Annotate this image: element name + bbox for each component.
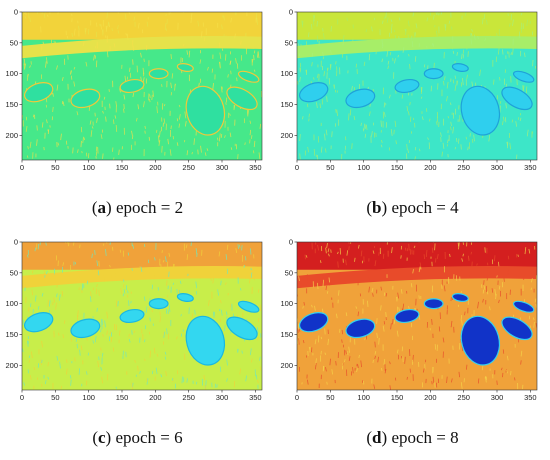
x-tick-label: 150: [391, 163, 404, 172]
x-tick-label: 200: [149, 393, 162, 402]
x-tick-label: 200: [149, 163, 162, 172]
x-tick-label: 150: [391, 393, 404, 402]
heatmap-d: 0 50 100 150 200 250 300 350 0 50 100 150 200: [280, 238, 538, 402]
heatmap-image-d: [297, 242, 537, 390]
y-tick-label: 150: [280, 330, 293, 339]
y-tick-label: 50: [285, 38, 293, 47]
y-tick-label: 0: [14, 238, 18, 247]
x-tick-label: 150: [116, 163, 129, 172]
y-tick-label: 0: [289, 8, 293, 17]
y-tick-label: 200: [5, 361, 18, 370]
y-tick-label: 50: [10, 38, 18, 47]
caption-c: (c) epoch = 6: [92, 428, 183, 447]
x-tick-label: 250: [457, 163, 470, 172]
x-tick-label: 0: [295, 163, 299, 172]
x-tick-label: 0: [295, 393, 299, 402]
x-tick-label: 50: [51, 163, 59, 172]
heatmap-image-c: [22, 242, 262, 390]
caption-a-text: epoch = 2: [115, 198, 184, 217]
panel-a: 0 50 100 150 200 250 300 350 0 50 100 150 200: [0, 0, 275, 190]
plot-frame: [296, 241, 538, 391]
x-tick-label: 0: [20, 163, 24, 172]
x-tick-label: 300: [491, 163, 504, 172]
panel-b: 0 50 100 150 200 250 300 350 0 50 100 150 200: [275, 0, 550, 190]
plot-frame: [21, 11, 263, 161]
y-tick-label: 50: [285, 268, 293, 277]
plot-frame: [296, 11, 538, 161]
x-tick-label: 350: [249, 163, 262, 172]
caption-d-letter: d: [372, 428, 382, 447]
y-tick-label: 0: [14, 8, 18, 17]
x-tick-label: 100: [82, 163, 95, 172]
heatmap-image-b: [297, 12, 537, 160]
caption-d-text: epoch = 8: [391, 428, 459, 447]
caption-a: (a) epoch = 2: [91, 198, 184, 217]
panel-d: 0 50 100 150 200 250 300 350 0 50 100 150 200: [275, 230, 550, 420]
heatmap-c: 0 50 100 150 200 250 300 350 0 50 100 150 200: [5, 238, 263, 402]
y-tick-label: 150: [5, 100, 18, 109]
x-tick-label: 300: [216, 393, 229, 402]
x-tick-label: 100: [357, 163, 370, 172]
caption-b-letter: b: [372, 198, 382, 217]
x-tick-label: 100: [82, 393, 95, 402]
x-tick-label: 300: [216, 163, 229, 172]
y-tick-label: 100: [5, 69, 18, 78]
caption-b: (b) epoch = 4: [366, 198, 459, 217]
caption-c-letter: c: [98, 428, 106, 447]
panel-c: 0 50 100 150 200 250 300 350 0 50 100 150 200: [0, 230, 275, 420]
y-tick-label: 0: [289, 238, 293, 247]
x-tick-label: 200: [424, 163, 437, 172]
x-tick-label: 350: [249, 393, 262, 402]
x-tick-label: 200: [424, 393, 437, 402]
plot-frame: [21, 241, 263, 391]
x-tick-label: 50: [326, 393, 334, 402]
y-tick-label: 100: [280, 299, 293, 308]
y-tick-label: 150: [5, 330, 18, 339]
caption-d: (d) epoch = 8: [366, 428, 459, 447]
y-tick-label: 200: [5, 131, 18, 140]
y-tick-label: 150: [280, 100, 293, 109]
x-tick-label: 50: [51, 393, 59, 402]
x-tick-label: 50: [326, 163, 334, 172]
x-tick-label: 350: [524, 393, 537, 402]
y-tick-label: 200: [280, 361, 293, 370]
y-tick-label: 100: [280, 69, 293, 78]
x-tick-label: 150: [116, 393, 129, 402]
y-tick-label: 200: [280, 131, 293, 140]
x-tick-label: 300: [491, 393, 504, 402]
x-tick-label: 100: [357, 393, 370, 402]
caption-b-text: epoch = 4: [391, 198, 459, 217]
x-tick-label: 250: [182, 393, 195, 402]
heatmap-image-a: [22, 12, 262, 160]
x-tick-label: 250: [457, 393, 470, 402]
heatmap-b: 0 50 100 150 200 250 300 350 0 50 100 150 200: [280, 8, 538, 172]
caption-c-text: epoch = 6: [115, 428, 183, 447]
x-tick-label: 250: [182, 163, 195, 172]
y-tick-label: 100: [5, 299, 18, 308]
y-tick-label: 50: [10, 268, 18, 277]
x-tick-label: 350: [524, 163, 537, 172]
heatmap-a: 0 50 100 150 200 250 300 350 0 50 100 150 200: [5, 8, 263, 172]
x-tick-label: 0: [20, 393, 24, 402]
caption-a-letter: a: [97, 198, 107, 217]
